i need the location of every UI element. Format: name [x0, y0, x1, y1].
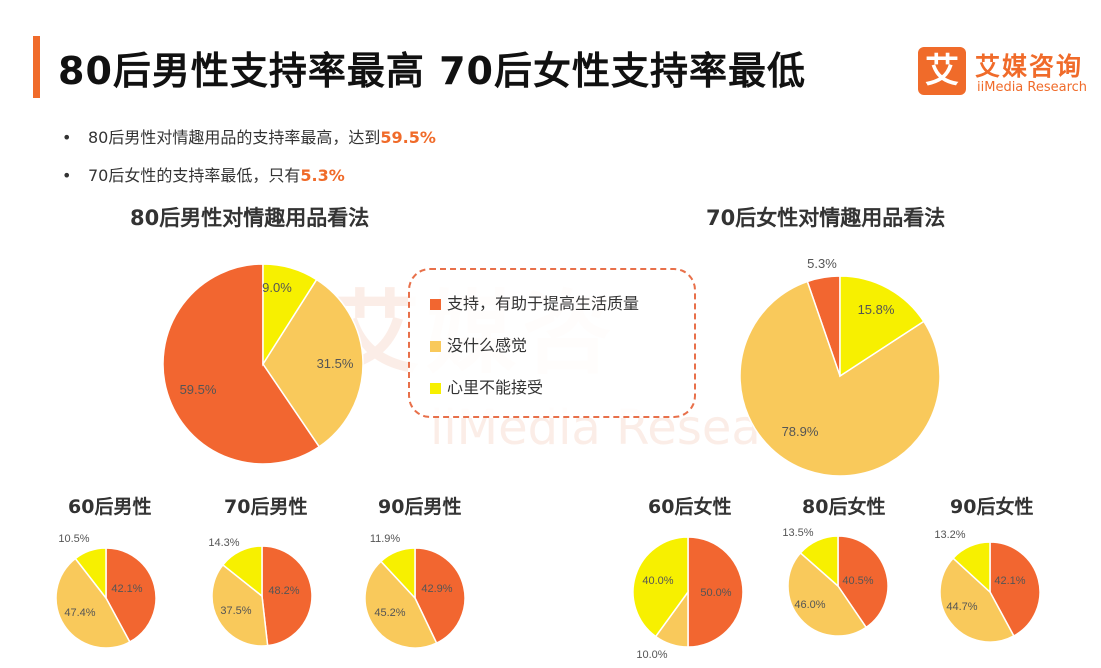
- legend-label: 心里不能接受: [447, 378, 544, 397]
- title-accent-bar: [33, 36, 40, 98]
- legend-swatch-reject: [430, 383, 441, 394]
- bullet-text: 80后男性对情趣用品的支持率最高，达到: [88, 128, 381, 147]
- pie-slice-support: [837, 535, 889, 629]
- data-label: 9.0%: [262, 280, 292, 295]
- data-label: 44.7%: [946, 601, 977, 613]
- pie-slice-reject: [262, 263, 318, 367]
- chart-title: 80后女性: [802, 496, 886, 518]
- legend-label: 没什么感觉: [447, 336, 528, 355]
- data-label: 78.9%: [782, 424, 819, 439]
- data-label: 42.1%: [994, 575, 1025, 587]
- legend-swatch-neutral: [430, 341, 441, 352]
- legend-item: 没什么感觉: [430, 332, 527, 356]
- brand-name-en: iiMedia Research: [977, 80, 1088, 95]
- pie-slice-neutral: [364, 560, 438, 649]
- bullet-item: • 70后女性的支持率最低，只有5.3%: [62, 162, 345, 186]
- chart-legend: 支持，有助于提高生活质量 没什么感觉 心里不能接受: [408, 268, 696, 418]
- pie-slice-reject: [221, 545, 263, 598]
- data-label: 13.2%: [934, 529, 965, 541]
- pie-slice-neutral: [787, 551, 868, 637]
- chart-title: 70后女性对情趣用品看法: [706, 206, 946, 230]
- chart-title: 90后女性: [950, 496, 1034, 518]
- pie-slice-reject: [952, 541, 991, 594]
- pie-slice-neutral: [739, 280, 941, 477]
- data-label: 10.5%: [58, 533, 89, 545]
- data-label: 42.1%: [111, 583, 142, 595]
- data-label: 31.5%: [317, 356, 354, 371]
- bullet-highlight: 59.5%: [380, 128, 436, 147]
- bullet-item: • 80后男性对情趣用品的支持率最高，达到59.5%: [62, 124, 436, 148]
- data-label: 48.2%: [268, 585, 299, 597]
- data-label: 10.0%: [636, 649, 667, 661]
- legend-item: 支持，有助于提高生活质量: [430, 290, 639, 314]
- brand-logo-icon: 艾: [918, 47, 966, 95]
- pie-slice-neutral: [262, 278, 364, 448]
- data-label: 47.4%: [64, 607, 95, 619]
- legend-swatch-support: [430, 299, 441, 310]
- bullet-highlight: 5.3%: [300, 166, 345, 185]
- pie-slice-reject: [379, 547, 416, 600]
- chart-title: 80后男性对情趣用品看法: [130, 206, 370, 230]
- pie-slice-reject: [632, 536, 689, 638]
- bullet-dot: •: [62, 128, 72, 147]
- legend-item: 心里不能接受: [430, 374, 543, 398]
- data-label: 42.9%: [421, 583, 452, 595]
- data-label: 40.5%: [842, 575, 873, 587]
- data-label: 5.3%: [807, 256, 837, 271]
- data-label: 59.5%: [180, 382, 217, 397]
- pie-slice-neutral: [939, 557, 1015, 643]
- chart-title: 60后女性: [648, 496, 732, 518]
- data-label: 50.0%: [700, 587, 731, 599]
- pie-slice-neutral: [55, 557, 131, 649]
- data-label: 13.5%: [782, 527, 813, 539]
- chart-title: 90后男性: [378, 496, 462, 518]
- chart-title: 70后男性: [224, 496, 308, 518]
- page-title: 80后男性支持率最高 70后女性支持率最低: [58, 49, 806, 93]
- pie-slice-reject: [799, 535, 839, 588]
- data-label: 11.9%: [370, 533, 401, 545]
- data-label: 45.2%: [374, 607, 405, 619]
- data-label: 14.3%: [208, 537, 239, 549]
- pie-slice-neutral: [211, 563, 269, 647]
- data-label: 15.8%: [858, 302, 895, 317]
- pie-slice-support: [261, 545, 313, 647]
- data-label: 37.5%: [220, 605, 251, 617]
- bullet-text: 70后女性的支持率最低，只有: [88, 166, 301, 185]
- pie-slice-support: [687, 536, 744, 648]
- pie-slice-support: [162, 263, 321, 465]
- legend-label: 支持，有助于提高生活质量: [447, 294, 640, 313]
- data-label: 40.0%: [642, 575, 673, 587]
- brand-name-cn: 艾媒咨询: [975, 52, 1084, 81]
- pie-slice-reject: [839, 275, 925, 378]
- pie-slice-support: [105, 547, 157, 643]
- data-label: 46.0%: [794, 599, 825, 611]
- bullet-dot: •: [62, 166, 72, 185]
- pie-slice-support: [989, 541, 1041, 637]
- chart-title: 60后男性: [68, 496, 152, 518]
- pie-slice-reject: [74, 547, 107, 601]
- pie-slice-support: [414, 547, 466, 645]
